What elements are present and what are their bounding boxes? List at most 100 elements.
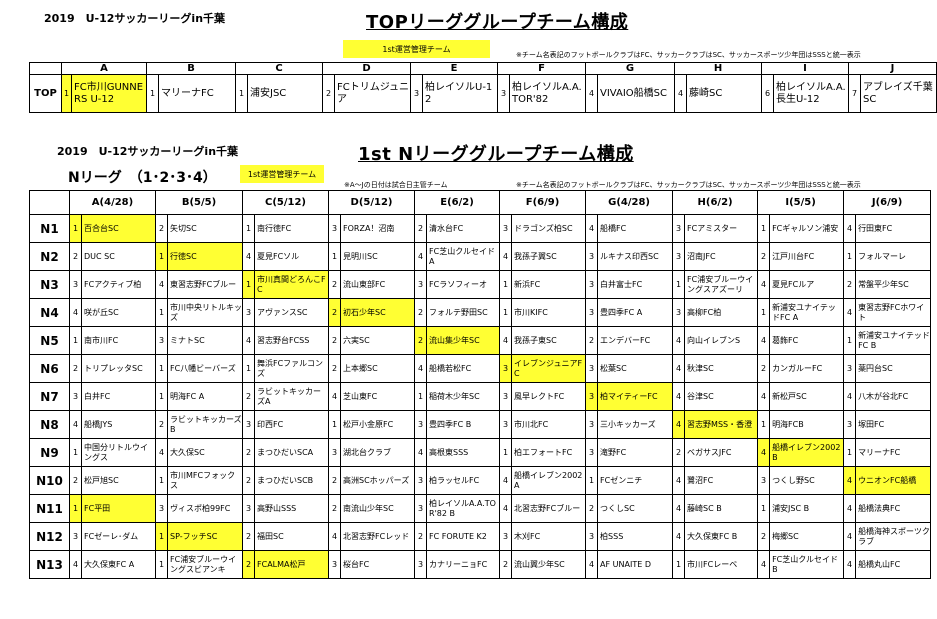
team-block-number: 3	[843, 410, 857, 439]
team-name: 白井FC	[81, 382, 156, 411]
team-name: 東習志野FCホワイト	[855, 298, 932, 327]
team-block-number: 4	[672, 522, 686, 551]
team-block-number: 2	[328, 326, 342, 355]
team-name: 新浦安ユナイテッドFC B	[855, 326, 932, 355]
team-block-number: 3	[585, 354, 599, 383]
team-block-number: 3	[242, 410, 255, 439]
team-block-number: 1	[69, 214, 82, 243]
team-block-number: 1	[242, 354, 255, 383]
team-block-number: 4	[414, 354, 428, 383]
n-table-row: N8 4 船橋JYS 2 ラビットキッカーズB 3 印西FC 1 松戸小金原FC 3 豊四季FC B…	[29, 410, 932, 439]
team-block-number: 1	[757, 494, 771, 523]
team-block-number: 4	[69, 410, 82, 439]
row-label-top: TOP	[29, 74, 62, 113]
team-name: 松葉SC	[597, 354, 674, 383]
team-block-number: 7	[848, 74, 862, 113]
team-block-number: 4	[585, 550, 599, 579]
team-name: FCラソフィーオ	[426, 270, 501, 299]
team-block-number: 3	[672, 242, 686, 271]
team-block-number: 4	[242, 326, 255, 355]
team-block-number: 4	[414, 438, 428, 467]
team-block-number: 3	[155, 494, 168, 523]
team-block-number: 4	[585, 214, 599, 243]
team-name: 豊四季FC A	[597, 298, 674, 327]
row-label: N4	[29, 298, 70, 327]
team-name: AF UNAITE D	[597, 550, 674, 579]
n-column-header: A(4/28)	[69, 190, 156, 215]
team-block-number: 2	[242, 550, 255, 579]
team-name: 柏エフォートFC	[511, 438, 587, 467]
n-column-header: D(5/12)	[328, 190, 416, 215]
team-name: エンデバーFC	[597, 326, 674, 355]
team-name: 行田東FC	[855, 214, 932, 243]
team-name: 鷺沼FC	[684, 466, 759, 495]
team-name: カナリーニョFC	[426, 550, 501, 579]
n-table-header-row: A(4/28) B(5/5) C(5/12) D(5/12) E(6/2) F(6/9) G…	[29, 190, 932, 215]
team-name: 葛飾FC	[769, 326, 845, 355]
team-block-number: 4	[672, 494, 686, 523]
team-name: 印西FC	[253, 410, 330, 439]
team-name: 大久保SC	[167, 438, 243, 467]
team-name: 風早レクトFC	[511, 382, 587, 411]
team-name: 中国分リトルウイングス	[81, 438, 156, 467]
team-name: 北習志野FCレッド	[340, 522, 416, 551]
team-block-number: 4	[242, 242, 255, 271]
corner-cell	[29, 190, 70, 215]
team-name: FCゼンニチ	[597, 466, 674, 495]
team-block-number: 2	[155, 410, 168, 439]
team-name: SP-フッチSC	[167, 522, 243, 551]
n-column-header: F(6/9)	[499, 190, 587, 215]
team-block-number: 2	[322, 74, 335, 113]
team-name: 柏レイソルU-12	[422, 74, 498, 113]
row-label: N10	[29, 466, 70, 495]
team-name: 清水台FC	[426, 214, 501, 243]
team-name: 船橋JYS	[81, 410, 156, 439]
team-name: 習志野MSS・香澄	[684, 410, 759, 439]
team-block-number: 2	[757, 354, 771, 383]
team-block-number: 1	[155, 550, 168, 579]
mgmt-legend-n: 1st運営管理チーム	[240, 165, 324, 183]
n-league-subtitle: Nリーグ （1･2･3･4）	[68, 170, 217, 186]
team-name: 舞浜FCファルコンズ	[253, 354, 330, 383]
team-block-number: 3	[414, 270, 428, 299]
team-block-number: 4	[843, 466, 857, 495]
team-name: 百合台SC	[81, 214, 156, 243]
team-block-number: 4	[672, 326, 686, 355]
row-label: N8	[29, 410, 70, 439]
team-block-number: 3	[499, 214, 513, 243]
team-name: 柏レイソルA.A.長生U-12	[772, 74, 850, 113]
team-block-number: 2	[328, 466, 342, 495]
team-block-number: 3	[585, 438, 599, 467]
team-block-number: 1	[328, 410, 342, 439]
team-name: マリーナFC	[855, 438, 932, 467]
team-block-number: 4	[672, 466, 686, 495]
team-block-number: 4	[672, 382, 686, 411]
team-block-number: 1	[69, 494, 82, 523]
team-name: まつひだいSCB	[253, 466, 330, 495]
team-name: FCアミスター	[684, 214, 759, 243]
team-block-number: 2	[414, 298, 428, 327]
team-block-number: 1	[69, 326, 82, 355]
row-label: N2	[29, 242, 70, 271]
team-name: 東習志野FCブルー	[167, 270, 243, 299]
team-block-number: 4	[672, 354, 686, 383]
team-block-number: 3	[672, 298, 686, 327]
team-block-number: 4	[757, 438, 771, 467]
team-block-number: 1	[414, 382, 428, 411]
top-column-header: J	[848, 62, 937, 75]
team-name: FC八幡ビーバーズ	[167, 354, 243, 383]
team-block-number: 4	[757, 550, 771, 579]
team-name: 船橋丸山FC	[855, 550, 932, 579]
team-name: 市川真間どろんこFC	[253, 270, 330, 299]
n-table-row: N3 3 FCアクティブ柏 4 東習志野FCブルー 1 市川真間どろんこFC 2 流山東部FC 3…	[29, 270, 932, 299]
team-name: 夏見FCルア	[769, 270, 845, 299]
team-block-number: 3	[69, 382, 82, 411]
top-column-header: H	[674, 62, 762, 75]
row-label: N3	[29, 270, 70, 299]
n-table-row: N9 1 中国分リトルウイングス 4 大久保SC 2 まつひだいSCA 3 湖北台クラブ 4 高根東…	[29, 438, 932, 467]
team-block-number: 3	[757, 466, 771, 495]
team-name: ベガサスJFC	[684, 438, 759, 467]
team-name: FC浦安ブルーウイングスアズーリ	[684, 270, 759, 299]
note-n: ※チーム名表記のフットボールクラブはFC、サッカークラブはSC、サッカースポーツ…	[516, 181, 861, 189]
